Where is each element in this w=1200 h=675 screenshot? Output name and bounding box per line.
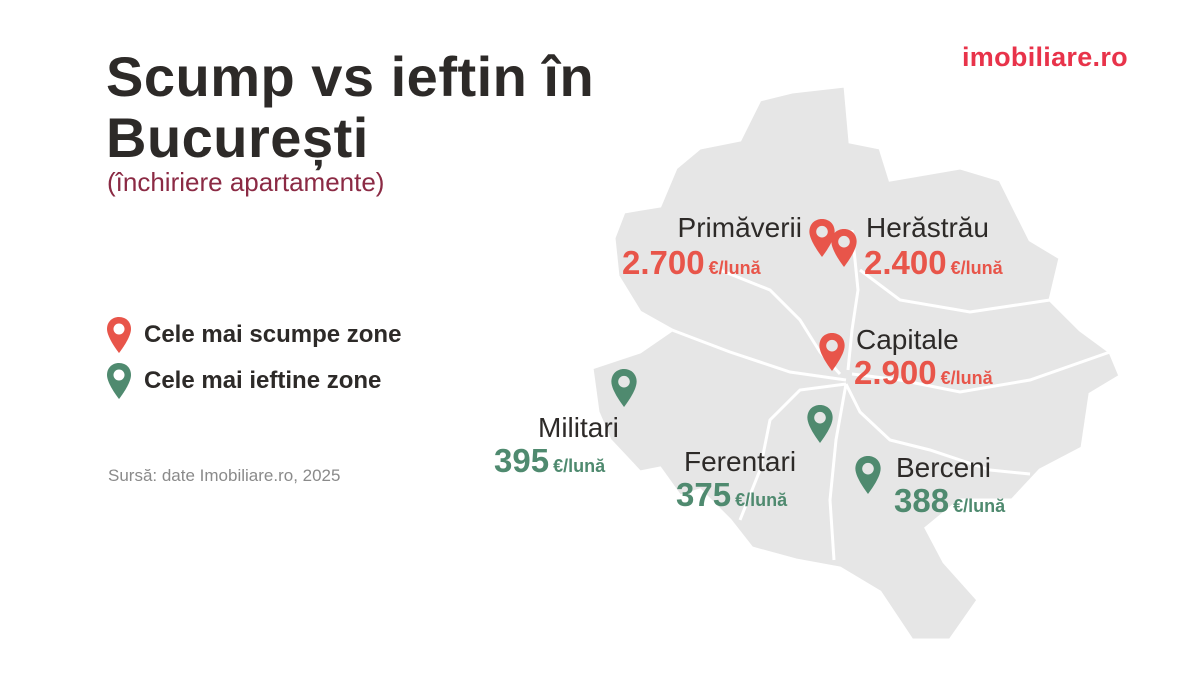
- zone-unit: €/lună: [953, 496, 1006, 516]
- zone-herastrau-price: 2.400 €/lună: [864, 244, 1003, 282]
- zone-price: 2.900: [854, 354, 937, 391]
- zone-price: 2.400: [864, 244, 947, 281]
- legend-item-expensive: Cele mai scumpe zone: [106, 312, 401, 358]
- herastrau-pin-icon: [831, 229, 857, 267]
- zone-capitale-name: Capitale: [856, 324, 959, 356]
- zone-berceni-price: 388 €/lună: [894, 482, 1005, 520]
- title-line-2: București: [106, 106, 369, 169]
- city-outline: [590, 84, 1122, 642]
- zone-unit: €/lună: [950, 258, 1003, 278]
- zone-unit: €/lună: [735, 490, 788, 510]
- green-pin-icon: [107, 363, 131, 399]
- zone-name: Militari: [538, 412, 619, 443]
- zone-primaverii-name: Primăverii: [656, 212, 802, 244]
- page-title: Scump vs ieftin în București: [106, 46, 666, 168]
- zone-ferentari-name: Ferentari: [684, 446, 796, 478]
- zone-primaverii-price: 2.700 €/lună: [622, 244, 761, 282]
- zone-name: Herăstrău: [866, 212, 989, 243]
- brand-logo: imobiliare.ro: [962, 42, 1128, 72]
- zone-militari-name: Militari: [538, 412, 619, 444]
- subtitle: (închiriere apartamente): [107, 167, 385, 197]
- zone-berceni-name: Berceni: [896, 452, 991, 484]
- legend-label-expensive: Cele mai scumpe zone: [144, 321, 402, 348]
- zone-unit: €/lună: [940, 368, 993, 388]
- zone-price: 2.700: [622, 244, 705, 281]
- zone-herastrau-name: Herăstrău: [866, 212, 989, 244]
- legend: Cele mai scumpe zone Cele mai ieftine zo…: [106, 312, 401, 404]
- zone-price: 395: [494, 442, 550, 479]
- berceni-pin-icon: [855, 456, 881, 494]
- zone-name: Ferentari: [684, 446, 797, 477]
- primaverii-pin-icon: [809, 219, 835, 257]
- source-note: Sursă: date Imobiliare.ro, 2025: [108, 466, 341, 485]
- zone-price: 388: [894, 482, 950, 519]
- zone-name: Berceni: [896, 452, 991, 483]
- capitale-pin-icon: [819, 333, 845, 371]
- ferentari-pin-icon: [807, 405, 833, 443]
- zone-unit: €/lună: [708, 258, 761, 278]
- title-line-1: Scump vs ieftin în: [106, 45, 595, 108]
- militari-pin-icon: [611, 369, 637, 407]
- red-pin-icon: [107, 317, 131, 353]
- zone-unit: €/lună: [553, 456, 606, 476]
- zone-name: Primăverii: [677, 212, 802, 243]
- legend-item-cheap: Cele mai ieftine zone: [106, 358, 401, 404]
- zone-capitale-price: 2.900 €/lună: [854, 354, 993, 392]
- zone-name: Capitale: [856, 324, 959, 355]
- legend-label-cheap: Cele mai ieftine zone: [144, 367, 382, 394]
- zone-price: 375: [676, 476, 732, 513]
- zone-ferentari-price: 375 €/lună: [676, 476, 787, 514]
- zone-militari-price: 395 €/lună: [494, 442, 605, 480]
